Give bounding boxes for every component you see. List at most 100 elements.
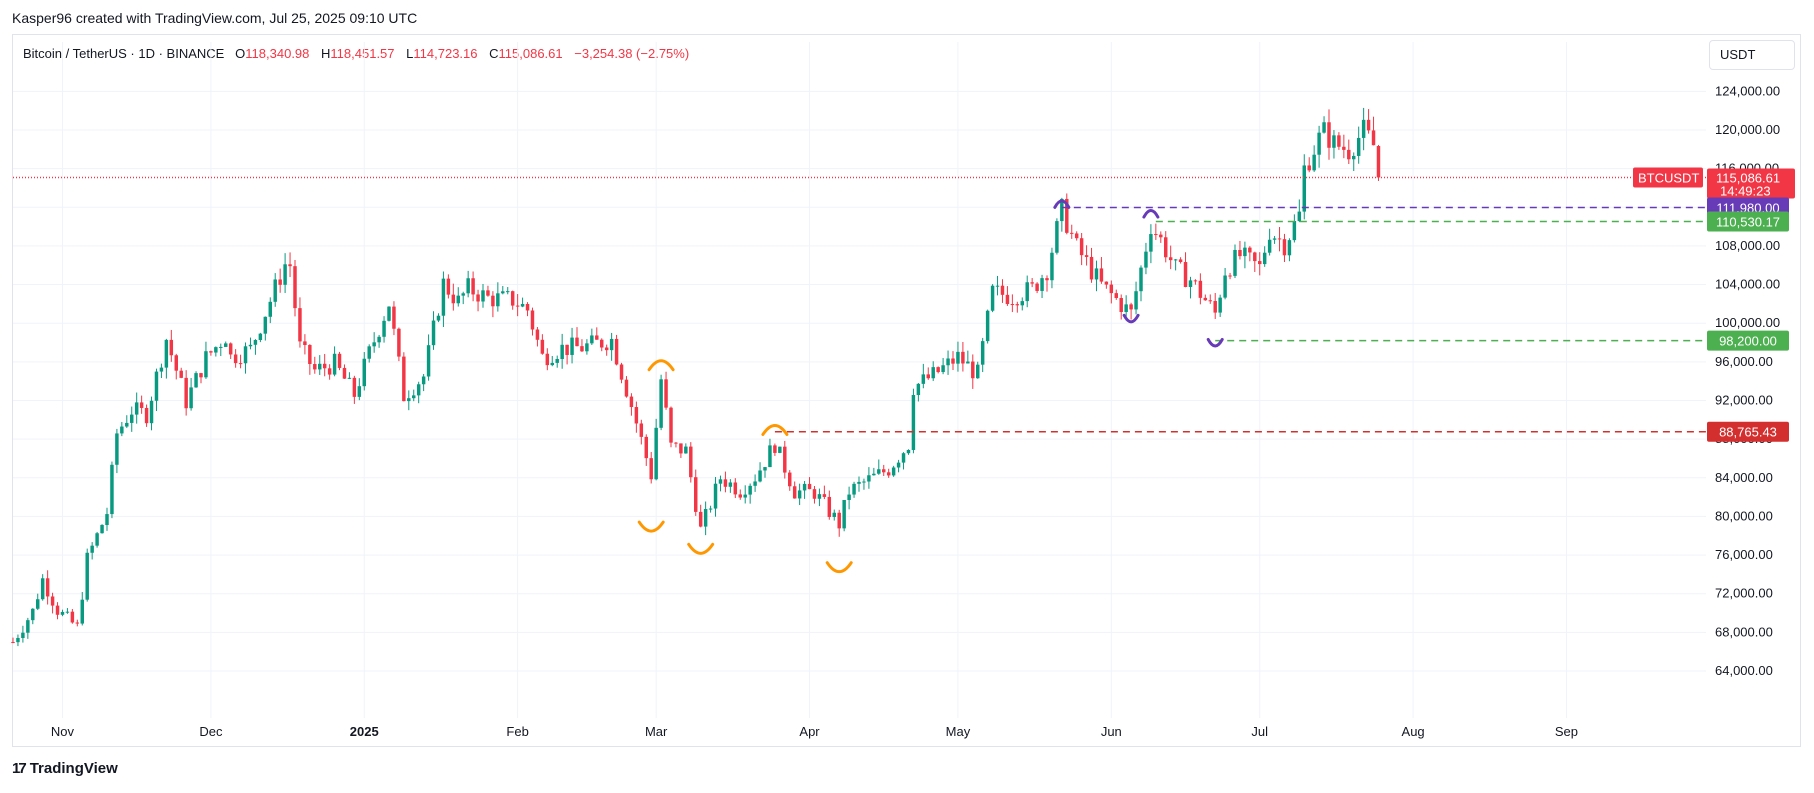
candle-body bbox=[624, 379, 629, 397]
x-tick-label: Mar bbox=[645, 724, 668, 739]
candle-body bbox=[105, 514, 109, 525]
candle-body bbox=[862, 481, 866, 483]
candle-body bbox=[817, 494, 822, 499]
candle-body bbox=[209, 351, 213, 353]
candle-body bbox=[1084, 255, 1089, 257]
y-tick-label: 100,000.00 bbox=[1715, 315, 1780, 330]
candle-body bbox=[441, 278, 446, 316]
candle-body bbox=[555, 358, 559, 363]
candle-body bbox=[139, 402, 144, 408]
candle-body bbox=[1114, 293, 1118, 299]
high-label: H bbox=[321, 46, 331, 61]
candle-body bbox=[243, 346, 248, 364]
tradingview-icon: 17 bbox=[12, 760, 27, 777]
candle-body bbox=[659, 379, 663, 428]
chart-frame bbox=[12, 34, 1801, 747]
candle-body bbox=[1213, 301, 1217, 313]
x-tick-label: Apr bbox=[799, 724, 820, 739]
candle-body bbox=[1035, 283, 1039, 291]
swing-arc-annotation bbox=[637, 520, 665, 533]
candle-body bbox=[421, 376, 426, 385]
high-value: 118,451.57 bbox=[330, 46, 395, 61]
candle-body bbox=[1000, 285, 1005, 295]
candle-body bbox=[867, 475, 871, 482]
y-tick-label: 68,000.00 bbox=[1715, 624, 1773, 639]
candle-body bbox=[1129, 304, 1133, 310]
candle-body bbox=[664, 379, 668, 408]
candle-body bbox=[1307, 165, 1311, 171]
candle-body bbox=[1238, 249, 1242, 257]
candle-body bbox=[1089, 256, 1094, 280]
currency-selector[interactable]: USDT bbox=[1709, 40, 1795, 70]
symbol-name[interactable]: Bitcoin / TetherUS · 1D · BINANCE bbox=[23, 46, 225, 61]
candle-body bbox=[1322, 122, 1326, 133]
candle-body bbox=[976, 364, 980, 379]
candle-body bbox=[347, 377, 352, 379]
candle-body bbox=[733, 482, 738, 495]
candle-body bbox=[115, 433, 119, 465]
y-tick-label: 80,000.00 bbox=[1715, 508, 1773, 523]
ohlc-legend: Bitcoin / TetherUS · 1D · BINANCE O118,3… bbox=[23, 46, 689, 61]
candle-body bbox=[723, 479, 728, 487]
swing-arc-annotation bbox=[1206, 337, 1224, 348]
candle-body bbox=[1347, 149, 1351, 160]
candle-body bbox=[1079, 238, 1084, 256]
change-value: −3,254.38 (−2.75%) bbox=[574, 46, 690, 61]
close-value: 115,086.61 bbox=[498, 46, 563, 61]
candle-body bbox=[357, 386, 362, 397]
candle-body bbox=[402, 356, 406, 402]
candle-body bbox=[184, 377, 188, 409]
swing-arc-annotation bbox=[1053, 199, 1071, 209]
last-price-tag bbox=[1707, 168, 1795, 199]
x-tick-label: Feb bbox=[506, 724, 528, 739]
candle-body bbox=[639, 423, 644, 437]
x-tick-label: Aug bbox=[1402, 724, 1425, 739]
swing-arc-annotation bbox=[1142, 209, 1160, 219]
candle-body bbox=[565, 344, 569, 355]
candle-body bbox=[1218, 297, 1222, 313]
candle-body bbox=[713, 483, 718, 509]
swing-arc-annotation bbox=[825, 561, 853, 574]
candle-body bbox=[575, 337, 579, 347]
candle-body bbox=[1272, 238, 1277, 240]
candle-body bbox=[1094, 268, 1099, 280]
candle-body bbox=[728, 482, 733, 487]
candle-body bbox=[134, 402, 139, 415]
candle-body bbox=[313, 364, 317, 370]
tradingview-logo[interactable]: 17 TradingView bbox=[12, 760, 118, 777]
candle-body bbox=[189, 387, 193, 409]
y-tick-label: 124,000.00 bbox=[1715, 83, 1780, 98]
candle-body bbox=[520, 303, 525, 307]
last-price-label: 115,086.61 bbox=[1716, 170, 1780, 185]
swing-arc-annotation bbox=[761, 423, 789, 436]
candle-body bbox=[669, 407, 673, 443]
candle-body bbox=[194, 373, 198, 388]
candle-body bbox=[1010, 304, 1015, 306]
candle-body bbox=[980, 341, 985, 365]
candle-body bbox=[31, 608, 35, 621]
candle-body bbox=[877, 469, 881, 474]
candle-body bbox=[169, 339, 174, 356]
candle-body bbox=[1065, 198, 1069, 233]
candle-body bbox=[110, 464, 114, 515]
candle-body bbox=[303, 341, 307, 346]
candle-body bbox=[758, 470, 762, 482]
candle-body bbox=[689, 446, 693, 478]
candle-body bbox=[159, 367, 164, 372]
candle-body bbox=[812, 489, 817, 499]
candle-body bbox=[332, 353, 337, 375]
candle-body bbox=[906, 449, 911, 454]
candle-body bbox=[1366, 119, 1371, 131]
price-line-label: 88,765.43 bbox=[1719, 425, 1777, 440]
candle-body bbox=[1159, 234, 1163, 238]
candle-body bbox=[738, 494, 742, 498]
candle-body bbox=[258, 333, 263, 340]
candle-body bbox=[847, 494, 851, 500]
candle-body bbox=[1149, 234, 1153, 252]
candle-body bbox=[179, 370, 183, 378]
candle-body bbox=[456, 295, 460, 304]
candle-body bbox=[585, 343, 589, 352]
x-tick-label: Dec bbox=[199, 724, 223, 739]
candle-body bbox=[570, 337, 574, 355]
